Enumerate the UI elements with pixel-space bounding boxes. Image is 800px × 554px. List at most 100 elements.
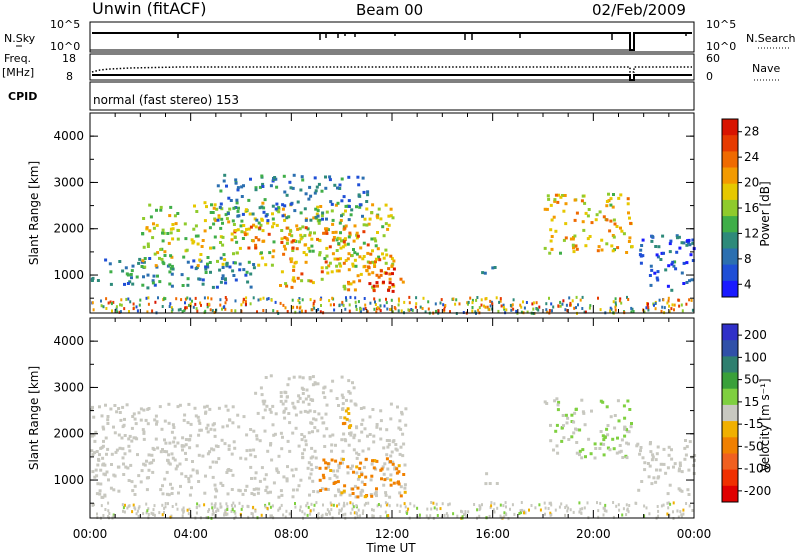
data-cell: [140, 469, 144, 473]
data-cell: [190, 486, 193, 490]
data-cell: [682, 261, 686, 265]
data-cell: [110, 463, 113, 466]
data-cell: [298, 240, 301, 244]
data-cell: [307, 461, 311, 465]
ground-scatter-cell: [648, 512, 651, 516]
data-cell: [288, 180, 292, 184]
data-cell: [93, 451, 97, 455]
ground-scatter-cell: [245, 296, 248, 300]
x-tick-labels: 00:00 04:00 08:00 12:00 16:00 20:00 00:00: [73, 527, 712, 541]
data-cell: [121, 269, 125, 273]
data-cell: [336, 469, 340, 473]
ground-scatter-cell: [219, 303, 222, 307]
data-cell: [329, 389, 333, 393]
colorbar-swatch: [722, 216, 738, 233]
ground-scatter-cell: [151, 309, 154, 313]
ground-scatter-cell: [203, 296, 206, 300]
data-cell: [567, 438, 571, 441]
ground-scatter-cell: [328, 299, 331, 303]
data-cell: [630, 422, 633, 425]
data-cell: [578, 428, 582, 432]
data-cell: [245, 433, 249, 437]
data-cell: [321, 473, 325, 477]
ground-scatter-cell: [303, 512, 306, 516]
data-cell: [151, 446, 155, 450]
ground-scatter-cell: [163, 297, 165, 301]
data-cell: [177, 491, 180, 495]
data-cell: [359, 407, 363, 410]
data-cell: [385, 453, 389, 457]
ground-scatter-cell: [435, 309, 437, 313]
data-cell: [365, 223, 369, 227]
colorbar-swatch: [722, 119, 738, 136]
ground-scatter-cell: [471, 306, 474, 309]
ground-scatter-cell: [511, 303, 514, 307]
data-cell: [251, 239, 255, 243]
data-cell: [360, 430, 364, 434]
ground-scatter-cell: [673, 303, 676, 307]
data-cell: [252, 487, 256, 491]
data-cell: [257, 487, 261, 491]
data-cell: [358, 279, 362, 283]
ground-scatter-cell: [509, 507, 511, 511]
data-cell: [666, 492, 670, 496]
data-cell: [309, 194, 313, 198]
data-cell: [398, 491, 402, 495]
colorbar-swatch: [722, 356, 738, 374]
data-cell: [546, 194, 550, 198]
data-cell: [228, 418, 232, 422]
data-cell: [187, 402, 191, 406]
data-cell: [224, 404, 228, 408]
ground-scatter-cell: [416, 506, 419, 510]
ground-scatter-cell: [274, 300, 277, 304]
ground-scatter-cell: [215, 510, 218, 514]
colorbar-tick-label: 20: [744, 176, 759, 190]
data-cell: [331, 231, 335, 234]
ground-scatter-cell: [666, 301, 669, 305]
data-cell: [101, 495, 105, 499]
data-cell: [294, 260, 298, 264]
data-cell: [685, 445, 689, 449]
data-cell: [331, 222, 335, 226]
data-cell: [348, 432, 351, 436]
ground-scatter-cell: [657, 514, 660, 518]
data-cell: [605, 427, 609, 431]
ground-scatter-cell: [596, 501, 598, 505]
data-cell: [674, 267, 678, 271]
ground-scatter-cell: [418, 513, 421, 517]
ground-scatter-cell: [513, 512, 516, 516]
ground-scatter-cell: [685, 502, 688, 505]
data-cell: [678, 488, 682, 492]
data-cell: [654, 480, 658, 484]
data-cell: [349, 213, 353, 217]
data-cell: [229, 469, 233, 472]
ground-scatter-cell: [502, 306, 505, 309]
data-cell: [581, 410, 585, 414]
data-cell: [101, 425, 105, 429]
ground-scatter-cell: [167, 502, 169, 506]
ground-scatter-cell: [578, 510, 581, 514]
ground-scatter-cell: [306, 501, 309, 505]
data-cell: [379, 217, 383, 221]
data-cell: [264, 489, 268, 492]
data-cell: [267, 232, 271, 236]
data-cell: [588, 235, 592, 238]
data-cell: [167, 493, 171, 497]
data-cell: [146, 242, 150, 246]
data-cell: [593, 442, 597, 446]
data-cell: [311, 383, 315, 387]
data-cell: [623, 434, 627, 438]
data-cell: [641, 254, 645, 258]
data-cell: [371, 260, 374, 264]
data-cell: [388, 277, 392, 281]
data-cell: [291, 249, 295, 252]
data-cell: [587, 208, 591, 211]
data-cell: [678, 461, 682, 465]
data-cell: [636, 442, 640, 446]
ground-scatter-cell: [164, 505, 167, 509]
ground-scatter-cell: [458, 302, 461, 306]
data-cell: [263, 198, 267, 202]
data-cell: [292, 488, 295, 492]
ground-scatter-cell: [615, 504, 618, 508]
data-cell: [269, 410, 273, 414]
